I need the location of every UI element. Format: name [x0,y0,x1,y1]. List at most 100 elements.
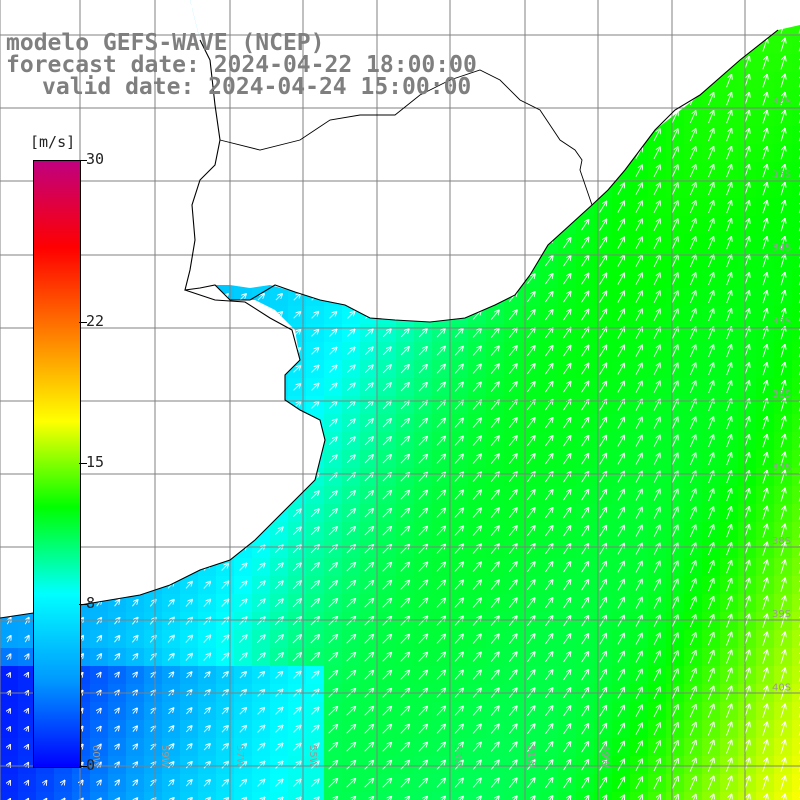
wind-arrow [762,111,767,124]
wind-arrow [689,183,695,196]
colorbar [33,160,81,768]
latitude-label: 38S [772,536,791,547]
wind-arrow [708,273,714,286]
wind-arrow [311,330,319,337]
wind-arrow [689,201,695,214]
wind-arrow [311,348,319,355]
wind-arrow [708,345,714,358]
wind-cell [360,792,378,800]
colorbar-tick-label: 15 [86,453,105,471]
wind-cell [90,792,108,800]
wind-cell [126,792,144,800]
wind-arrow [671,147,678,160]
wind-arrow [490,328,499,338]
wind-arrow [400,329,409,338]
wind-arrow [364,401,373,410]
wind-arrow [671,291,678,303]
wind-cell [774,792,792,800]
wind-arrow [563,256,570,267]
wind-arrow [346,365,354,373]
wind-cell [558,792,576,800]
wind-arrow [762,183,767,196]
wind-arrow [617,201,624,213]
colorbar-tick-label: 8 [86,594,96,613]
wind-arrow [436,383,445,392]
wind-arrow [635,381,642,393]
wind-arrow [780,183,785,196]
colorbar-tick-mark [79,766,87,767]
colorbar-tick-label: 22 [86,311,105,330]
wind-arrow [599,274,607,285]
wind-arrow [563,310,570,321]
wind-arrow [762,39,767,52]
wind-arrow [581,328,589,339]
wind-arrow [526,346,535,357]
wind-arrow [762,255,767,268]
wind-arrow [671,273,678,286]
wind-arrow [762,327,767,340]
wind-arrow [635,183,642,195]
wind-arrow [436,329,445,338]
wind-arrow [400,401,409,410]
wind-arrow [544,328,552,339]
wind-arrow [382,401,391,410]
wind-arrow [329,330,337,337]
wind-cell [792,108,800,126]
wind-arrow [726,129,732,142]
wind-arrow [599,310,607,321]
wind-arrow [599,202,607,213]
wind-cell [396,792,414,800]
wind-arrow [544,382,552,393]
wind-arrow [436,365,445,374]
wind-arrow [780,363,785,376]
wind-cell [666,792,684,800]
colorbar-tick-mark [79,463,87,464]
wind-arrow [526,382,535,393]
wind-arrow [671,255,678,268]
wind-arrow [671,129,678,142]
wind-arrow [762,57,767,70]
wind-cell [162,792,180,800]
wind-arrow [689,345,695,357]
wind-arrow [780,381,785,394]
wind-cell [234,792,252,800]
wind-cell [792,792,800,800]
wind-arrow [780,165,785,178]
wind-arrow [329,366,336,373]
wind-arrow [454,347,463,356]
wind-arrow [508,328,517,339]
wind-arrow [635,363,642,375]
wind-arrow [689,111,695,124]
wind-cell [630,792,648,800]
wind-arrow [526,400,535,411]
wind-arrow [689,327,695,339]
wind-arrow [563,328,570,339]
wind-arrow [617,327,624,339]
wind-arrow [726,237,732,250]
wind-arrow [671,363,677,375]
wind-cell [306,792,324,800]
wind-cell [270,792,288,800]
wind-arrow [346,383,354,391]
wind-arrow [581,238,589,249]
wind-arrow [382,419,391,428]
wind-arrow [653,291,660,304]
wind-arrow [581,346,589,357]
wind-arrow [454,329,463,338]
wind-arrow [744,219,749,232]
longitude-label: 53W [452,745,463,768]
wind-arrow [599,328,607,339]
wind-arrow [744,291,749,304]
wind-arrow [617,255,624,267]
wind-arrow [544,292,552,303]
longitude-label: 59W [159,745,170,768]
wind-cell [792,324,800,342]
wind-arrow [329,312,337,319]
wind-arrow [708,147,714,160]
wind-arrow [744,75,749,88]
wind-arrow [726,93,732,106]
wind-arrow [508,382,517,393]
latitude-label: 36S [772,389,791,400]
